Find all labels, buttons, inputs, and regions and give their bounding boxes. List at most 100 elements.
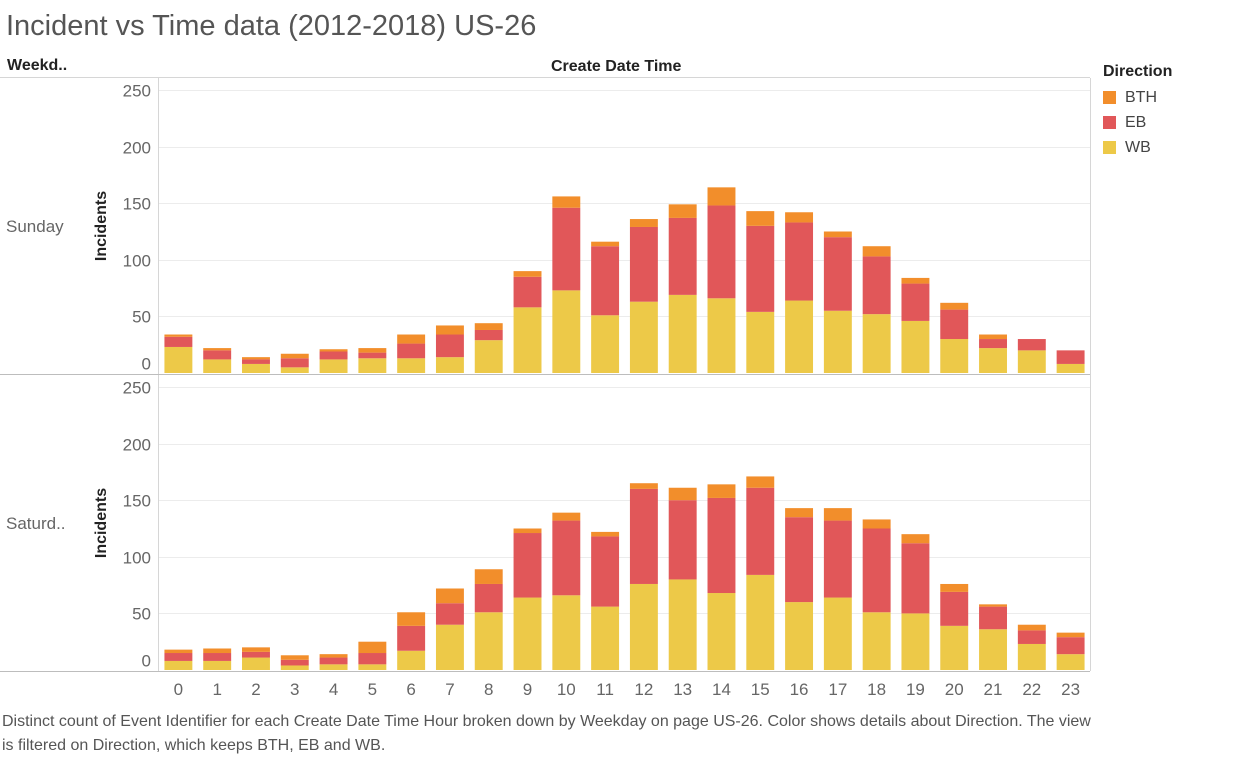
bar-bth-hour-6	[397, 612, 426, 626]
bar-eb-hour-7	[435, 603, 464, 625]
bar-eb-hour-19	[901, 283, 930, 321]
x-tick-label: 19	[906, 680, 925, 699]
bar-eb-hour-10	[552, 207, 581, 291]
bar-wb-hour-1	[203, 359, 232, 373]
bar-bth-hour-3	[280, 655, 309, 660]
bar-bth-hour-9	[513, 271, 542, 277]
bar-eb-hour-9	[513, 276, 542, 308]
bar-eb-hour-19	[901, 543, 930, 614]
bar-eb-hour-8	[474, 583, 503, 613]
bar-bth-hour-8	[474, 323, 503, 330]
bar-wb-hour-6	[397, 650, 426, 670]
legend: Direction BTH EB WB	[1103, 63, 1172, 160]
bar-eb-hour-13	[668, 217, 697, 295]
bar-bth-hour-7	[435, 325, 464, 335]
bar-wb-hour-11	[591, 315, 620, 373]
bar-bth-hour-5	[358, 641, 387, 654]
bar-eb-hour-2	[242, 359, 270, 364]
bar-eb-hour-14	[707, 205, 736, 299]
x-tick-label: 20	[945, 680, 964, 699]
bar-bth-hour-3	[280, 353, 309, 359]
y-tick-label: 100	[123, 549, 151, 568]
bar-eb-hour-15	[746, 487, 775, 575]
bar-eb-hour-15	[746, 225, 775, 312]
bar-eb-hour-23	[1056, 350, 1085, 364]
column-dimension-header[interactable]: Create Date Time	[551, 58, 682, 75]
bar-wb-hour-16	[785, 602, 814, 670]
bar-wb-hour-21	[979, 348, 1007, 373]
bar-bth-hour-14	[707, 187, 736, 206]
bar-eb-hour-11	[591, 246, 620, 316]
x-tick-label: 18	[867, 680, 886, 699]
bar-eb-hour-16	[785, 517, 814, 603]
bar-wb-hour-19	[901, 613, 930, 670]
panel-1: 0 50 100 150 200 250 Incidents Sunday	[6, 78, 1090, 374]
y-tick-label: 200	[123, 139, 151, 158]
bar-eb-hour-1	[203, 350, 232, 360]
legend-swatch-wb	[1103, 141, 1116, 154]
bar-eb-hour-11	[591, 536, 620, 607]
y-tick-label: 0	[142, 652, 151, 671]
row-label: Sunday	[6, 217, 64, 236]
x-tick-label: 10	[557, 680, 576, 699]
row-dimension-header[interactable]: Weekd..	[7, 57, 68, 74]
bar-bth-hour-11	[591, 241, 620, 247]
row-label: Saturd..	[6, 514, 66, 533]
x-tick-label: 16	[790, 680, 809, 699]
bar-bth-hour-18	[862, 519, 891, 529]
bar-bth-hour-10	[552, 512, 581, 521]
bar-wb-hour-23	[1056, 654, 1085, 670]
x-tick-label: 12	[634, 680, 653, 699]
bar-bth-hour-9	[513, 528, 542, 534]
bar-bth-hour-13	[668, 487, 697, 501]
legend-item-wb[interactable]: WB	[1103, 135, 1172, 160]
bar-bth-hour-16	[785, 508, 814, 518]
bar-eb-hour-6	[397, 625, 426, 651]
legend-label-bth: BTH	[1125, 88, 1157, 106]
legend-item-eb[interactable]: EB	[1103, 110, 1172, 135]
bar-eb-hour-10	[552, 520, 581, 596]
bar-bth-hour-1	[203, 648, 232, 654]
bar-eb-hour-20	[940, 591, 969, 626]
bar-bth-hour-0	[164, 649, 193, 654]
bar-eb-hour-9	[513, 533, 542, 598]
chart-caption: Distinct count of Event Identifier for e…	[2, 713, 1091, 754]
bar-wb-hour-2	[242, 363, 270, 373]
bar-eb-hour-0	[164, 336, 193, 347]
x-tick-label: 7	[445, 680, 454, 699]
bar-eb-hour-5	[358, 352, 387, 359]
bar-bth-hour-19	[901, 534, 930, 544]
bar-wb-hour-4	[319, 359, 348, 373]
legend-item-bth[interactable]: BTH	[1103, 85, 1172, 110]
x-tick-label: 9	[523, 680, 532, 699]
x-tick-label: 14	[712, 680, 731, 699]
y-axis-title: Incidents	[93, 488, 110, 558]
bar-eb-hour-18	[862, 528, 891, 613]
bar-eb-hour-17	[823, 520, 852, 598]
x-tick-label: 4	[329, 680, 338, 699]
bar-wb-hour-4	[319, 664, 348, 670]
bar-eb-hour-4	[319, 657, 348, 665]
bar-bth-hour-18	[862, 246, 891, 257]
legend-label-wb: WB	[1125, 138, 1151, 156]
bar-bth-hour-20	[940, 302, 969, 310]
legend-label-eb: EB	[1125, 113, 1147, 131]
bar-wb-hour-22	[1017, 350, 1046, 373]
bar-wb-hour-21	[979, 629, 1007, 670]
x-tick-label: 8	[484, 680, 493, 699]
y-axis-title: Incidents	[93, 191, 110, 261]
bar-bth-hour-21	[979, 604, 1007, 607]
bar-eb-hour-7	[435, 334, 464, 358]
bar-eb-hour-1	[203, 653, 232, 661]
bar-wb-hour-6	[397, 358, 426, 373]
bar-eb-hour-13	[668, 500, 697, 580]
bar-wb-hour-18	[862, 314, 891, 373]
x-tick-label: 13	[673, 680, 692, 699]
bar-eb-hour-6	[397, 343, 426, 359]
legend-title: Direction	[1103, 63, 1173, 80]
bar-bth-hour-15	[746, 211, 775, 226]
bar-bth-hour-10	[552, 196, 581, 208]
bar-wb-hour-0	[164, 346, 193, 373]
bar-eb-hour-0	[164, 653, 193, 661]
